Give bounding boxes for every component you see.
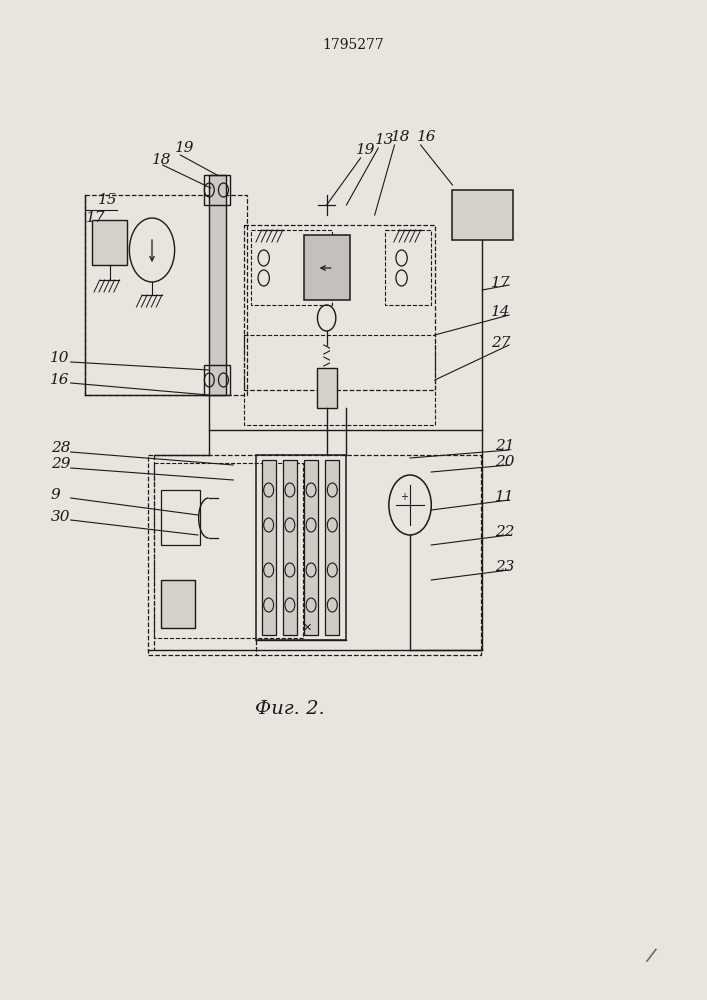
Bar [85,195,247,395]
Text: 17: 17 [86,211,106,225]
Bar [325,460,339,635]
Bar [317,368,337,408]
Text: 18: 18 [152,153,172,167]
Text: 10: 10 [49,351,69,365]
Bar [204,365,230,395]
Bar [452,190,513,240]
Text: Фиг. 2.: Фиг. 2. [255,700,325,718]
Text: 16: 16 [417,130,437,144]
Bar [92,220,127,265]
Bar [244,335,435,425]
Bar [161,490,200,545]
Bar [251,230,332,305]
Text: 18: 18 [391,130,411,144]
Text: 15: 15 [98,193,117,207]
Text: +: + [399,492,408,502]
Bar [148,455,481,655]
Text: 19: 19 [175,141,195,155]
Text: 17: 17 [491,276,511,290]
Text: 22: 22 [495,525,515,539]
Text: 14: 14 [491,305,511,319]
Bar [304,460,318,635]
Bar [154,463,303,638]
Text: 16: 16 [49,373,69,387]
Text: 13: 13 [375,133,395,147]
Bar [304,235,350,300]
Text: 30: 30 [51,510,71,524]
Text: 19: 19 [356,143,375,157]
Bar [161,580,195,628]
Text: 9: 9 [51,488,61,502]
Bar [385,230,431,305]
Text: /: / [646,946,655,964]
Text: 11: 11 [495,490,515,504]
Text: 28: 28 [51,441,71,455]
Bar [204,175,230,205]
Text: 1795277: 1795277 [322,38,385,52]
Text: 21: 21 [495,439,515,453]
Bar [262,460,276,635]
Text: 27: 27 [491,336,511,350]
Bar [283,460,297,635]
Text: 23: 23 [495,560,515,574]
Text: 29: 29 [51,457,71,471]
Bar [244,225,435,390]
Bar [256,455,346,640]
Text: ✕: ✕ [303,623,312,633]
Text: 20: 20 [495,455,515,469]
Bar [209,175,226,395]
